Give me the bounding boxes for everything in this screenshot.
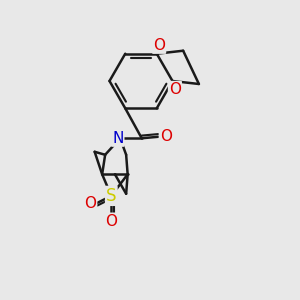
Text: O: O <box>169 82 181 97</box>
Text: O: O <box>153 38 165 53</box>
Text: O: O <box>105 214 117 229</box>
Text: O: O <box>160 129 172 144</box>
Text: N: N <box>112 131 123 146</box>
Text: O: O <box>84 196 96 211</box>
Text: S: S <box>106 187 116 205</box>
